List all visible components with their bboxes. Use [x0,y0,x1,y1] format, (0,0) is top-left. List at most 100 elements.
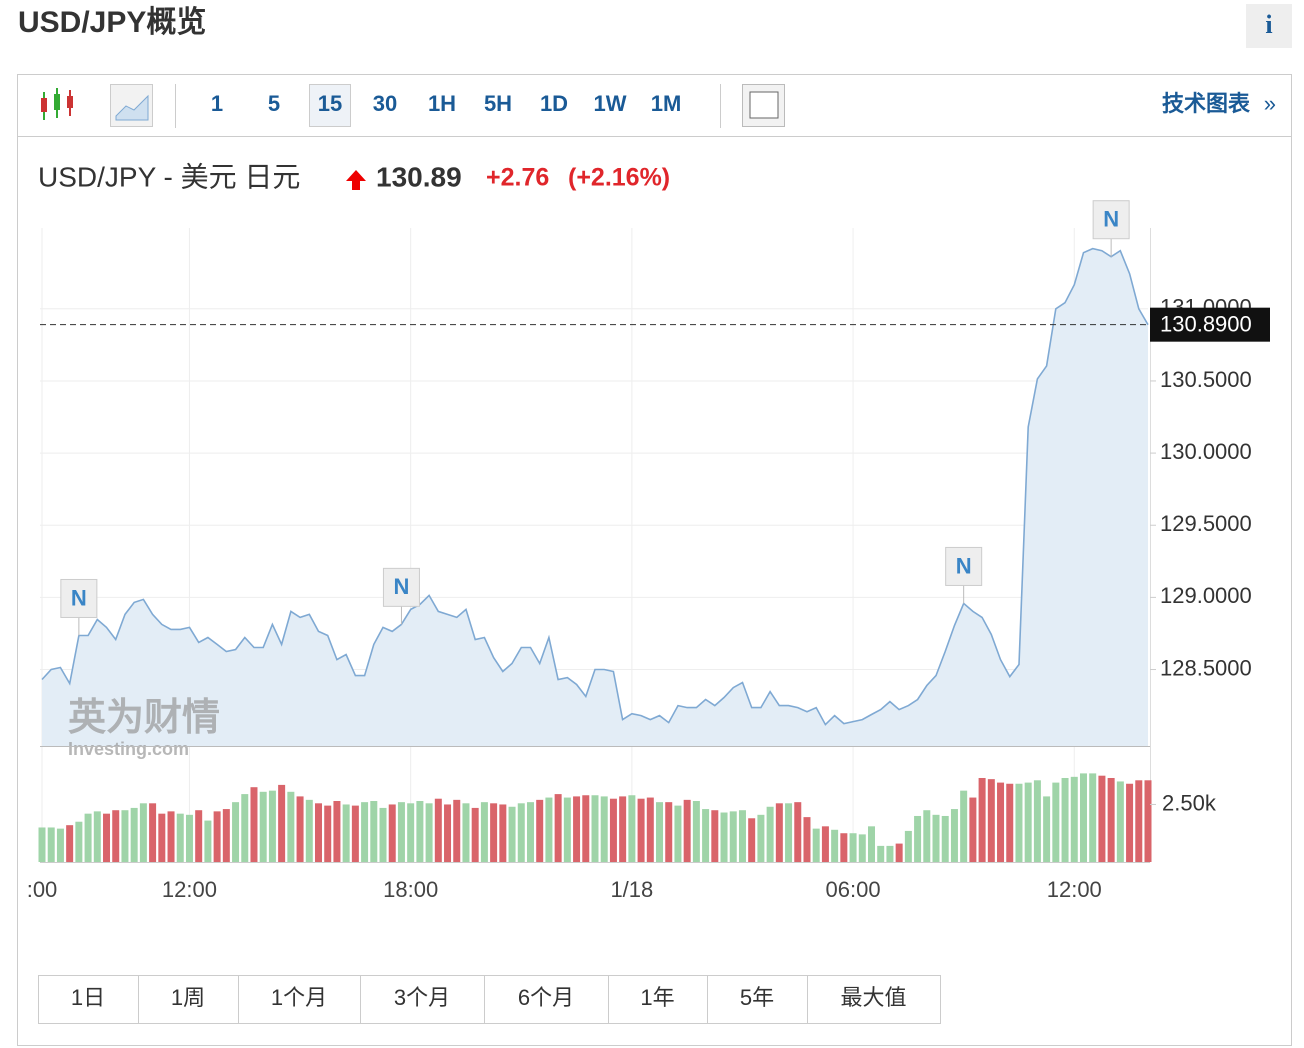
interval-button[interactable]: 5H [484,91,512,116]
volume-bar [987,779,995,862]
volume-bar [536,799,544,862]
layout-icon[interactable] [749,91,779,119]
volume-bar [914,815,922,862]
interval-button[interactable]: 15 [318,91,342,116]
volume-bar [287,791,295,862]
volume-bar [47,827,55,862]
volume-bar [702,809,710,862]
watermark-site: Investing.com [68,739,189,759]
volume-bar [149,803,157,862]
info-button[interactable] [1246,4,1292,48]
volume-bar [1033,780,1041,862]
volume-bar [241,794,249,862]
news-marker[interactable]: N [945,546,983,604]
volume-bar [1006,783,1014,862]
volume-bar [407,803,415,862]
volume-bar [1126,783,1134,862]
volume-bar [720,812,728,862]
volume-bar [379,807,387,862]
volume-bar [886,845,894,862]
range-button[interactable] [138,975,239,1024]
volume-bar [1052,782,1060,862]
range-button[interactable] [807,975,941,1024]
price-area [42,248,1148,746]
volume-bar [361,802,369,862]
news-marker[interactable]: N [60,578,98,636]
volume-bar [1116,781,1124,862]
volume-bar [56,828,64,862]
quote-change-pct: (+2.16%) [568,164,670,192]
range-button[interactable] [38,975,139,1024]
news-box [60,578,98,618]
volume-bar [868,826,875,862]
interval-button[interactable]: 1 [211,91,223,116]
tech-chart-arrow[interactable]: » [1264,91,1276,116]
volume-bar [591,795,599,862]
news-letter: N [956,553,972,578]
volume-bar [932,814,940,862]
range-label[interactable]: 1周 [171,985,205,1010]
news-letter: N [394,574,410,599]
volume-bar [139,803,147,862]
volume-bar [259,791,267,862]
volume-bar [969,797,977,862]
interval-button[interactable]: 1M [651,91,682,116]
quote-change: +2.76 [486,164,549,192]
range-label[interactable]: 1年 [640,985,674,1010]
volume-bar [950,809,958,862]
volume-bar [462,803,470,862]
range-button[interactable] [707,975,808,1024]
volume-bar [370,801,378,862]
range-button[interactable] [360,975,485,1024]
range-label[interactable]: 1日 [71,985,105,1010]
range-label[interactable]: 3个月 [394,985,450,1010]
range-label[interactable]: 1个月 [271,985,327,1010]
volume-bar [1070,776,1078,862]
news-letter: N [71,585,87,610]
volume-bar [729,811,737,862]
volume-bar [794,802,802,862]
chart-panel [17,74,1292,1046]
range-button[interactable] [238,975,361,1024]
volume-bar [296,796,304,862]
volume-bar [121,810,129,862]
interval-button[interactable]: 1W [594,91,627,116]
range-label[interactable]: 5年 [740,985,774,1010]
volume-bar [453,799,461,862]
range-button[interactable] [484,975,609,1024]
info-icon[interactable]: i [1265,10,1272,39]
volume-bar [490,803,498,862]
volume-bar [1089,773,1097,862]
range-label[interactable]: 最大值 [840,985,906,1010]
volume-bar [204,820,212,862]
volume-bar [960,790,968,862]
volume-bar [517,803,525,862]
volume-bar [351,805,359,862]
line-icon[interactable] [115,94,149,121]
volume-bar [38,827,46,862]
candle-icon[interactable] [41,88,73,120]
range-label[interactable]: 6个月 [518,985,574,1010]
price-label: 130.8900 [1160,311,1252,336]
volume-bar [1061,777,1069,862]
quote-symbol: USD/JPY - 美元 日元 [38,161,300,192]
volume-bar [93,811,101,862]
volume-bar [250,787,258,862]
interval-button[interactable]: 1D [540,91,568,116]
interval-button[interactable]: 1H [428,91,456,116]
news-box [945,546,983,586]
range-button[interactable] [608,975,708,1024]
volume-bar [1043,796,1051,862]
volume-bar [185,814,193,862]
volume-bar [692,801,700,862]
volume-bar [176,813,184,862]
tech-chart-link[interactable]: 技术图表 [1162,91,1251,116]
news-marker[interactable]: N [382,567,420,625]
volume-bar [941,815,949,862]
interval-button[interactable]: 30 [373,91,397,116]
news-marker[interactable]: N [1092,200,1130,257]
x-tick-label: 06:00 [826,877,881,902]
interval-button[interactable]: 5 [268,91,280,116]
volume-tick-label: 2.50k [1162,790,1217,815]
volume-bar [785,803,793,862]
